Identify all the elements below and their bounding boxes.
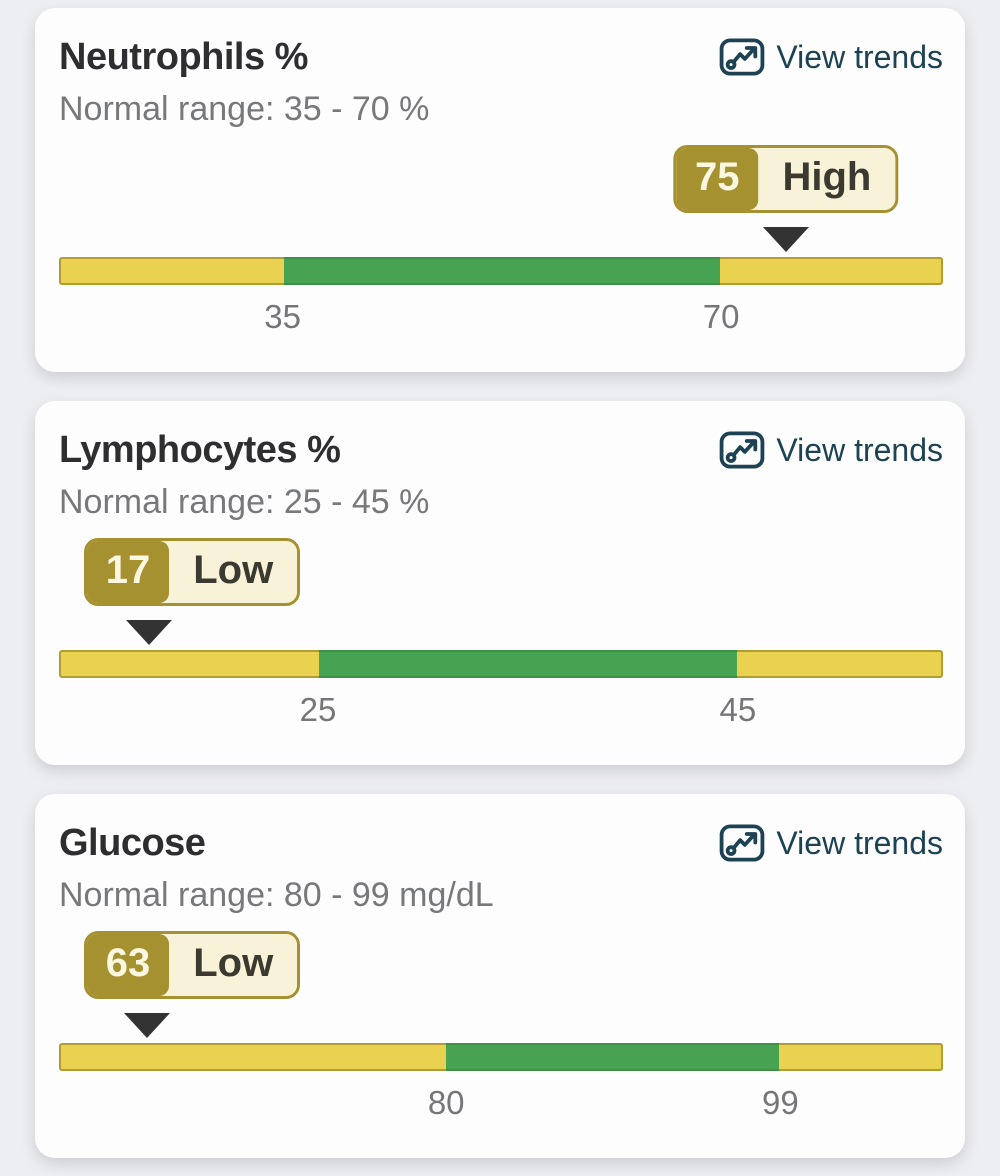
value-badge-number: 75	[675, 148, 759, 210]
marker-pointer-icon	[126, 620, 173, 645]
trend-chart-icon	[720, 824, 765, 862]
value-badge: 17 Low	[83, 538, 301, 606]
marker-pointer-icon	[123, 1013, 170, 1038]
value-badge-number: 63	[86, 934, 170, 996]
normal-range-label: Normal range: 80 - 99 mg/dL	[59, 876, 494, 914]
range-bar	[59, 257, 943, 285]
tick-label-high: 70	[702, 298, 740, 335]
range-gauge: 75 High 35 70	[59, 145, 943, 345]
view-trends-button[interactable]: View trends	[719, 427, 943, 473]
range-gauge: 17 Low 25 45	[59, 538, 943, 738]
value-badge-status: Low	[169, 541, 298, 603]
view-trends-label: View trends	[776, 432, 943, 468]
card-header: Neutrophils % View trends	[59, 34, 943, 80]
normal-range-segment	[283, 257, 721, 285]
tick-label-high: 45	[719, 691, 757, 728]
test-name: Glucose	[59, 822, 206, 864]
range-gauge: 63 Low 80 99	[59, 931, 943, 1131]
range-bar	[59, 1043, 943, 1071]
lab-result-card: Lymphocytes % View trends Normal range: …	[35, 401, 965, 765]
tick-label-low: 35	[264, 298, 301, 335]
lab-result-card: Glucose View trends Normal range: 80 - 9…	[35, 794, 965, 1158]
card-header: Glucose View trends	[59, 820, 943, 866]
test-name: Lymphocytes %	[59, 429, 341, 471]
normal-range-segment	[318, 650, 737, 678]
value-badge: 75 High	[672, 145, 899, 213]
tick-label-low: 80	[427, 1084, 465, 1121]
value-badge-status: High	[758, 148, 896, 210]
tick-label-low: 25	[299, 691, 337, 728]
trend-chart-icon	[720, 38, 765, 76]
test-name: Neutrophils %	[59, 36, 308, 78]
tick-label-high: 99	[761, 1084, 799, 1121]
value-badge-number: 17	[86, 541, 170, 603]
view-trends-button[interactable]: View trends	[719, 34, 943, 80]
view-trends-button[interactable]: View trends	[719, 820, 943, 866]
card-header: Lymphocytes % View trends	[59, 427, 943, 473]
normal-range-label: Normal range: 35 - 70 %	[59, 90, 430, 128]
normal-range-segment	[446, 1043, 780, 1071]
marker-pointer-icon	[762, 227, 809, 252]
lab-result-card: Neutrophils % View trends Normal range: …	[35, 8, 965, 372]
range-bar	[59, 650, 943, 678]
view-trends-label: View trends	[776, 39, 943, 75]
view-trends-label: View trends	[776, 825, 943, 861]
value-badge: 63 Low	[83, 931, 301, 999]
normal-range-label: Normal range: 25 - 45 %	[59, 483, 430, 521]
trend-chart-icon	[720, 431, 765, 469]
value-badge-status: Low	[169, 934, 298, 996]
